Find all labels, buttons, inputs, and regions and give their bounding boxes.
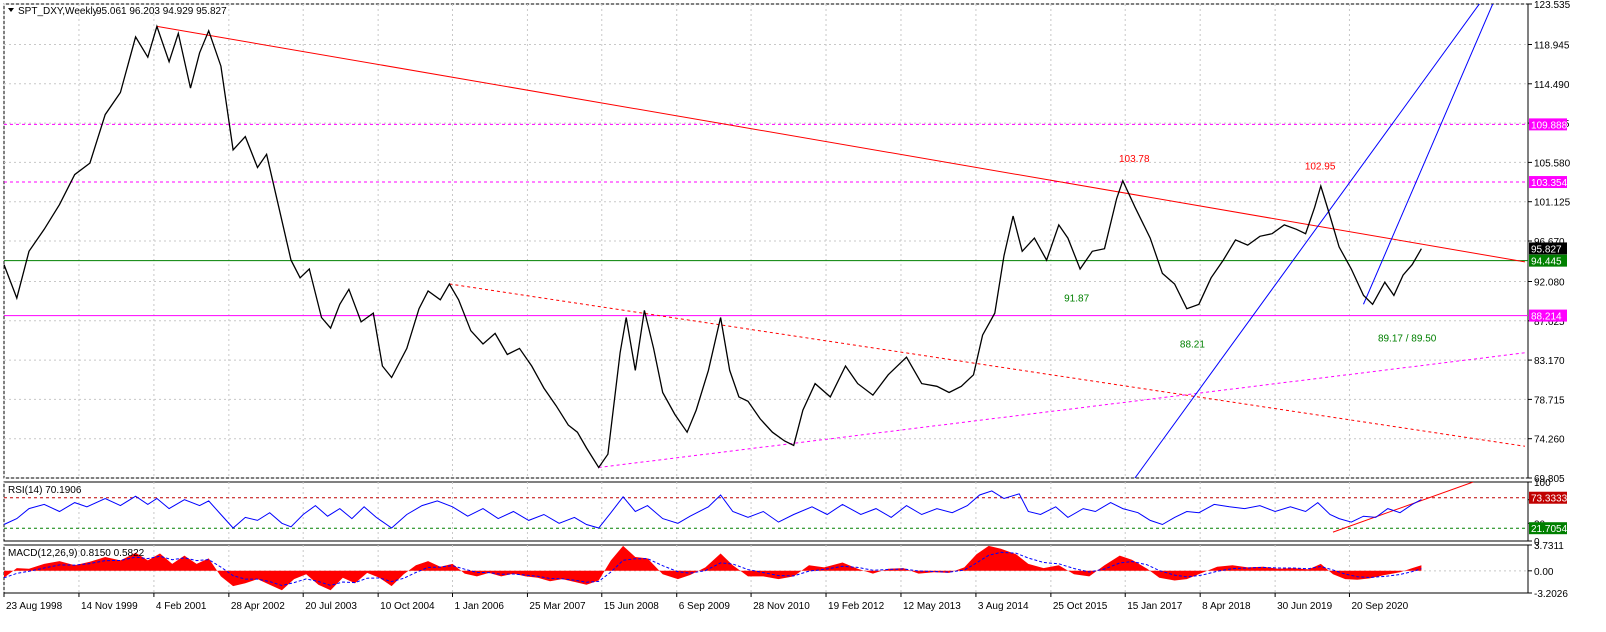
y-tick-label: 69.805 (1534, 474, 1565, 485)
price-series-line (3, 24, 1422, 469)
y-tick-label: 87.625 (1534, 317, 1565, 328)
price-pane-title: SPT_DXY,Weekly (18, 6, 98, 17)
x-tick-label: 25 Mar 2007 (529, 601, 586, 612)
x-tick-label: 20 Sep 2020 (1351, 601, 1408, 612)
x-tick-label: 1 Jan 2006 (454, 601, 504, 612)
rsi-y-tick-label: 100 (1534, 478, 1551, 489)
level-price-tag (1529, 309, 1567, 322)
rsi-level-label: 73.3333 (1531, 494, 1568, 505)
x-tick-label: 19 Feb 2012 (828, 601, 885, 612)
ohlc-readout: 95.061 96.203 94.929 95.827 (96, 6, 227, 17)
x-tick-label: 20 Jul 2003 (305, 601, 357, 612)
trend-line[interactable] (1134, 0, 1482, 478)
macd-pane-title: MACD(12,26,9) 0.8150 0.5822 (8, 548, 145, 559)
macd-y-tick-label: 0.00 (1534, 567, 1554, 578)
y-tick-label: 105.580 (1534, 158, 1571, 169)
x-tick-label: 10 Oct 2004 (380, 601, 435, 612)
price-annotation: 88.21 (1180, 339, 1205, 350)
price-annotation: 89.17 / 89.50 (1378, 333, 1437, 344)
last-price-tag (1529, 242, 1567, 255)
rsi-level-tag (1529, 522, 1567, 535)
x-tick-label: 25 Oct 2015 (1053, 601, 1108, 612)
x-tick-label: 23 Aug 1998 (6, 601, 63, 612)
level-price-label: 94.445 (1531, 257, 1562, 268)
x-tick-label: 15 Jan 2017 (1127, 601, 1182, 612)
rsi-level-label: 21.7054 (1531, 524, 1568, 535)
trend-line[interactable] (1363, 0, 1494, 305)
y-tick-label: 78.715 (1534, 395, 1565, 406)
y-tick-label: 74.260 (1534, 435, 1565, 446)
x-tick-label: 6 Sep 2009 (679, 601, 731, 612)
y-tick-label: 101.125 (1534, 198, 1571, 209)
y-tick-label: 92.080 (1534, 277, 1565, 288)
collapse-arrow-icon[interactable] (8, 8, 14, 12)
x-tick-label: 28 Nov 2010 (753, 601, 810, 612)
level-price-tag (1529, 176, 1567, 189)
x-tick-label: 15 Jun 2008 (604, 601, 659, 612)
x-tick-label: 8 Apr 2018 (1202, 601, 1251, 612)
level-price-label: 103.354 (1531, 178, 1568, 189)
rsi-y-tick-label: 0 (1534, 537, 1540, 548)
y-tick-label: 123.535 (1534, 0, 1571, 11)
y-tick-label: 118.945 (1534, 40, 1570, 51)
rsi-trend-line[interactable] (1332, 482, 1474, 533)
macd-histogram (4, 545, 1422, 591)
x-tick-label: 12 May 2013 (903, 601, 961, 612)
rsi-series-line (3, 490, 1422, 529)
level-price-tag (1529, 254, 1567, 267)
price-annotation: 102.95 (1305, 161, 1336, 172)
x-tick-label: 14 Nov 1999 (81, 601, 138, 612)
rsi-level-tag (1529, 491, 1567, 504)
x-tick-label: 30 Jun 2019 (1277, 601, 1332, 612)
level-price-label: 88.214 (1531, 312, 1562, 323)
level-price-tag (1529, 118, 1567, 131)
y-tick-label: 83.170 (1534, 356, 1565, 367)
last-price-label: 95.827 (1531, 244, 1562, 255)
trend-line[interactable] (156, 25, 1526, 263)
rsi-pane-title: RSI(14) 70.1906 (8, 485, 82, 496)
trend-line[interactable] (449, 283, 1526, 447)
macd-y-tick-label: 3.7311 (1534, 541, 1564, 552)
x-tick-label: 3 Aug 2014 (978, 601, 1029, 612)
macd-y-tick-label: -3.2026 (1534, 589, 1568, 600)
x-tick-label: 4 Feb 2001 (156, 601, 207, 612)
price-annotation: 103.78 (1119, 154, 1150, 165)
macd-signal-line (3, 551, 1422, 587)
x-tick-label: 28 Apr 2002 (231, 601, 285, 612)
price-annotation: 91.87 (1064, 294, 1089, 305)
y-tick-label: 114.490 (1534, 80, 1570, 91)
pane-frame-1 (3, 481, 1529, 542)
level-price-label: 109.888 (1531, 120, 1568, 131)
